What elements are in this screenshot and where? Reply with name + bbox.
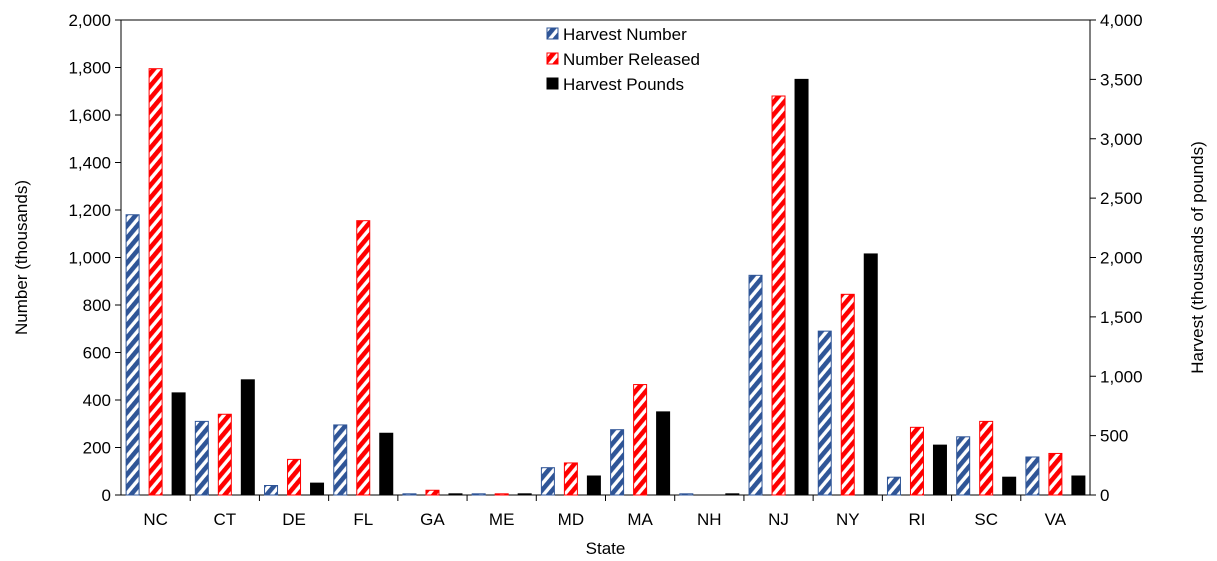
x-tick-label: MD [558,510,584,529]
legend-swatch-harvest-pounds [546,77,559,90]
left-tick-label: 1,800 [68,59,111,78]
x-tick-label: NY [836,510,860,529]
x-tick-label: DE [282,510,306,529]
bar-number-released [633,384,648,496]
bar-harvest-number [264,485,279,496]
legend: Harvest Number Number Released Harvest P… [546,25,700,94]
x-tick-label: NJ [768,510,789,529]
x-tick-label: MA [627,510,653,529]
bar-harvest-number [610,429,625,496]
left-tick-label: 0 [102,486,111,505]
x-tick-label: GA [420,510,445,529]
bar-harvest-pounds [863,253,878,496]
left-tick-label: 1,600 [68,106,111,125]
bar-harvest-pounds [310,482,325,496]
right-axis-ticks: 0 500 1,000 1,500 2,000 2,500 3,000 3,500 4,000 [1090,11,1143,505]
right-tick-label: 500 [1100,427,1128,446]
bar-harvest-number [679,493,694,496]
bar-harvest-number [333,424,348,496]
bar-harvest-number [817,330,832,496]
right-axis-title: Harvest (thousands of pounds) [1188,141,1207,373]
bar-number-released [425,489,440,496]
left-tick-label: 1,200 [68,201,111,220]
bar-harvest-number [540,467,555,496]
legend-label-harvest-number: Harvest Number [563,25,687,44]
right-tick-label: 1,000 [1100,367,1143,386]
bar-number-released [287,458,302,496]
bar-number-released [771,95,786,496]
bar-number-released [563,462,578,496]
bar-harvest-pounds [725,493,740,496]
left-tick-label: 1,000 [68,249,111,268]
legend-label-number-released: Number Released [563,50,700,69]
bar-harvest-pounds [656,411,671,496]
right-tick-label: 4,000 [1100,11,1143,30]
bars [125,68,1086,496]
bar-harvest-number [125,214,140,496]
bar-number-released [356,220,371,496]
legend-swatch-number-released [546,52,559,65]
x-axis-title: State [586,539,626,558]
bar-number-released [148,68,163,496]
bar-harvest-number [956,436,971,496]
bar-harvest-number [748,274,763,496]
bar-harvest-pounds [1002,476,1017,496]
right-tick-label: 2,500 [1100,189,1143,208]
left-tick-label: 600 [83,344,111,363]
x-axis-ticks: NC CT DE FL GA ME MD MA NH NJ NY RI SC VA [143,495,1067,529]
bar-harvest-number [471,493,486,496]
bar-harvest-number [402,493,417,496]
bar-harvest-number [1025,456,1040,496]
x-tick-label: FL [353,510,373,529]
right-tick-label: 1,500 [1100,308,1143,327]
bar-harvest-pounds [586,475,601,496]
left-axis-title: Number (thousands) [12,180,31,335]
left-tick-label: 800 [83,296,111,315]
bar-number-released [979,420,994,496]
bar-harvest-number [886,476,901,496]
bar-harvest-pounds [171,392,186,496]
bar-harvest-pounds [448,493,463,496]
bar-harvest-number [194,420,209,496]
right-tick-label: 3,000 [1100,130,1143,149]
right-tick-label: 2,000 [1100,249,1143,268]
bar-harvest-pounds [932,444,947,496]
bar-harvest-pounds [240,379,255,496]
x-tick-label: NC [143,510,168,529]
x-tick-label: CT [213,510,236,529]
left-tick-label: 200 [83,439,111,458]
bar-number-released [909,426,924,496]
bar-harvest-pounds [517,493,532,496]
left-tick-label: 400 [83,391,111,410]
right-tick-label: 3,500 [1100,70,1143,89]
x-tick-label: ME [489,510,515,529]
bar-harvest-pounds [1071,475,1086,496]
bar-number-released [494,493,509,496]
legend-swatch-harvest-number [546,27,559,40]
x-tick-label: SC [974,510,998,529]
left-tick-label: 1,400 [68,154,111,173]
x-tick-label: RI [908,510,925,529]
bar-number-released [1048,452,1063,496]
legend-label-harvest-pounds: Harvest Pounds [563,75,684,94]
left-axis-ticks: 0 200 400 600 800 1,000 1,200 1,400 1,600 1,800 2,… [68,11,121,505]
bar-number-released [217,413,232,496]
bar-number-released [840,293,855,496]
right-tick-label: 0 [1100,486,1109,505]
x-tick-label: VA [1045,510,1067,529]
bar-harvest-pounds [794,78,809,496]
left-tick-label: 2,000 [68,11,111,30]
x-tick-label: NH [697,510,722,529]
bar-harvest-pounds [379,432,394,496]
